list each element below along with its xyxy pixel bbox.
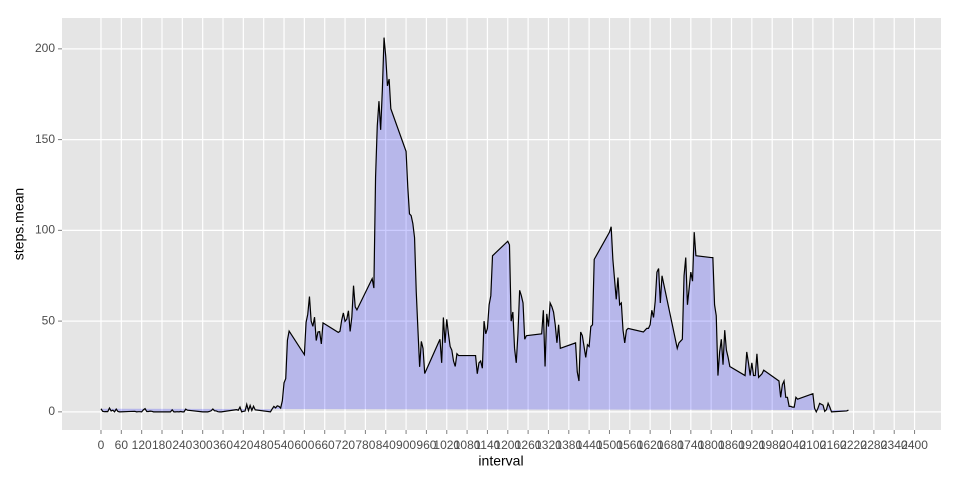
line: [100, 37, 849, 414]
x-tick-label: 2100: [800, 438, 827, 452]
x-tick-label: 600: [294, 438, 314, 452]
x-tick-label: 720: [335, 438, 355, 452]
x-tick-label: 1800: [698, 438, 725, 452]
x-tick-label: 180: [152, 438, 172, 452]
x-tick-label: 2280: [861, 438, 888, 452]
y-tick-label: 0: [48, 404, 55, 418]
x-axis-title: interval: [478, 453, 523, 469]
x-tick-label: 0: [98, 438, 105, 452]
x-tick-label: 480: [254, 438, 274, 452]
x-tick-label: 2400: [901, 438, 928, 452]
x-tick-label: 1860: [718, 438, 745, 452]
x-tick-label: 60: [115, 438, 129, 452]
x-tick-label: 1980: [759, 438, 786, 452]
x-tick-label: 120: [132, 438, 152, 452]
x-tick-label: 840: [376, 438, 396, 452]
y-tick-label: 100: [35, 223, 55, 237]
x-tick-label: 1200: [494, 438, 521, 452]
x-tick-label: 1740: [677, 438, 704, 452]
x-tick-label: 1440: [576, 438, 603, 452]
y-axis-title: steps.mean: [11, 188, 27, 260]
x-tick-label: 540: [274, 438, 294, 452]
x-tick-label: 1020: [433, 438, 460, 452]
x-tick-label: 1680: [657, 438, 684, 452]
y-tick-label: 200: [35, 41, 55, 55]
x-tick-label: 300: [193, 438, 213, 452]
x-tick-label: 1260: [515, 438, 542, 452]
x-tick-label: 1140: [475, 438, 501, 452]
x-tick-label: 1320: [535, 438, 562, 452]
x-tick-label: 1500: [596, 438, 623, 452]
y-tick-label: 50: [42, 313, 56, 327]
x-tick-label: 240: [172, 438, 192, 452]
x-tick-label: 1080: [454, 438, 481, 452]
x-tick-label: 1560: [616, 438, 643, 452]
x-tick-label: 2220: [840, 438, 867, 452]
y-tick-label: 150: [35, 132, 55, 146]
x-tick-label: 780: [355, 438, 375, 452]
x-tick-label: 2340: [881, 438, 908, 452]
x-tick-label: 360: [213, 438, 233, 452]
x-tick-label: 2160: [820, 438, 847, 452]
x-tick-label: 900: [396, 438, 416, 452]
x-tick-label: 420: [233, 438, 253, 452]
x-tick-label: 2040: [779, 438, 806, 452]
panel: [62, 18, 941, 430]
x-tick-label: 1620: [637, 438, 664, 452]
x-tick-label: 1920: [738, 438, 765, 452]
x-tick-label: 660: [315, 438, 335, 452]
x-tick-label: 1380: [555, 438, 582, 452]
x-tick-label: 960: [416, 438, 436, 452]
area: [100, 37, 849, 412]
